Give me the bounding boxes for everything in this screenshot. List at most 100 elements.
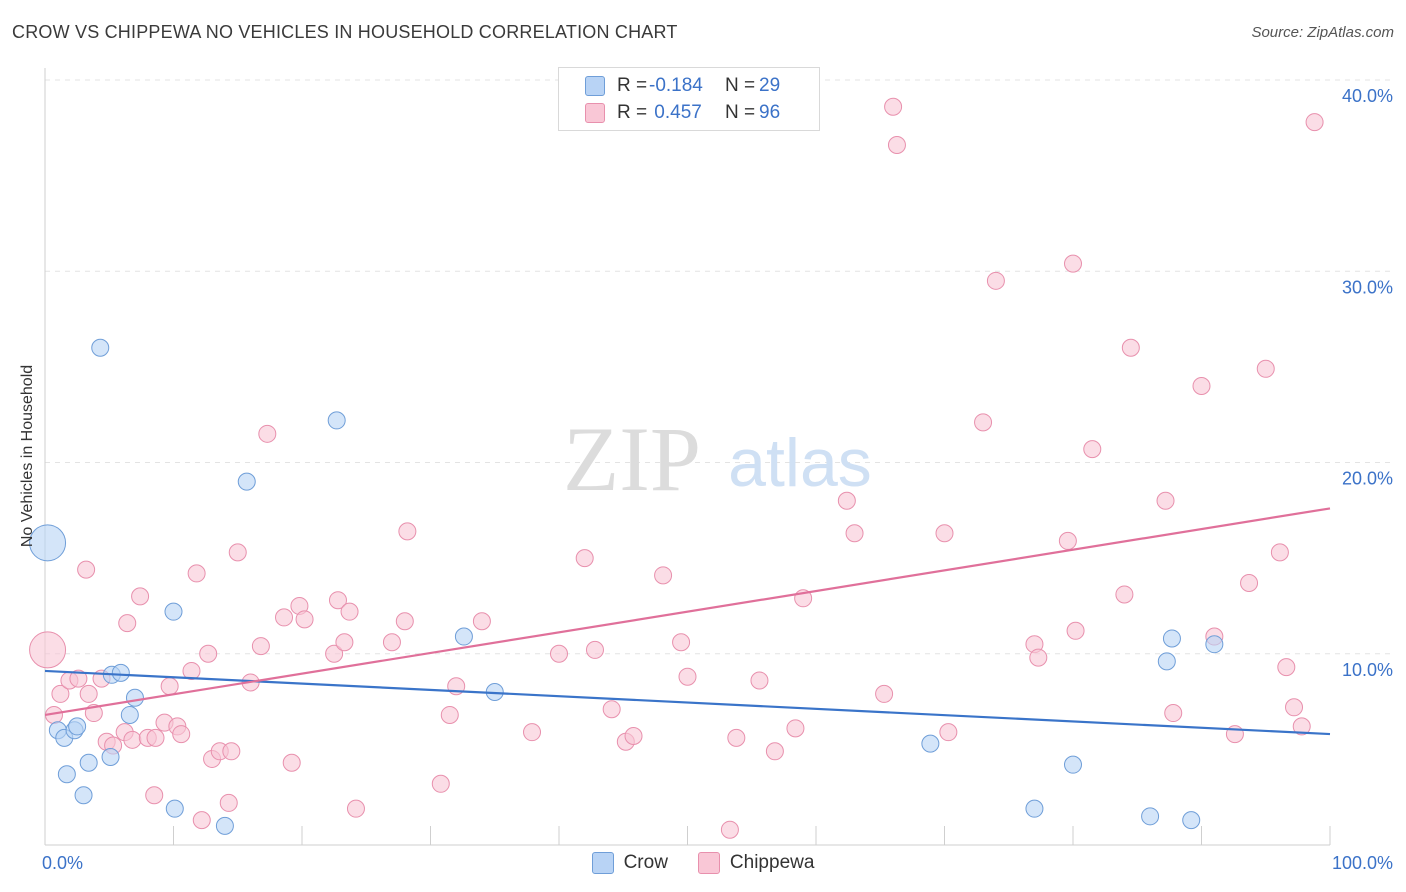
chippewa-point: [585, 640, 604, 659]
chippewa-point: [575, 549, 594, 568]
trend-layer: [44, 507, 1331, 736]
chippewa-point: [727, 728, 746, 747]
bottom-legend-swatch-chippewa: [697, 852, 720, 874]
chippewa-point: [837, 491, 856, 510]
chippewa-point: [219, 793, 238, 812]
chippewa-point: [199, 644, 218, 663]
x-tick-label: 0.0%: [42, 853, 83, 873]
chippewa-point: [750, 671, 769, 690]
chippewa-point: [431, 774, 450, 793]
watermark: ZIP atlas: [563, 408, 872, 510]
chippewa-point: [187, 564, 206, 583]
axis-layer: [44, 68, 1331, 846]
chippewa-point: [1064, 254, 1082, 273]
crow-point: [165, 799, 184, 818]
bottom-legend-swatch-crow: [591, 852, 614, 874]
crow-point: [57, 765, 76, 784]
crow-point: [1141, 807, 1160, 826]
chippewa-point: [1292, 717, 1311, 736]
chippewa-point: [602, 700, 621, 719]
chippewa-point: [523, 723, 542, 742]
chippewa-point: [79, 684, 98, 703]
chippewa-point: [786, 719, 805, 738]
chippewa-point: [172, 725, 191, 744]
grid-layer: [45, 79, 1392, 655]
chippewa-point: [192, 811, 211, 830]
chippewa-point: [228, 543, 247, 562]
crow-point: [1162, 629, 1181, 648]
chippewa-point: [398, 522, 417, 541]
chippewa-point: [440, 705, 459, 724]
chippewa-point: [678, 667, 697, 686]
chippewa-point: [340, 602, 359, 621]
chippewa-point: [845, 524, 864, 543]
chippewa-point: [335, 633, 354, 652]
legend-swatch-crow: [585, 76, 605, 96]
chippewa-point: [328, 591, 347, 610]
chart-title: CROW VS CHIPPEWA NO VEHICLES IN HOUSEHOL…: [12, 22, 678, 42]
chippewa-point: [275, 608, 294, 627]
chippewa-point: [258, 424, 277, 443]
chippewa-point: [222, 742, 241, 761]
chippewa-point: [1277, 658, 1296, 677]
chippewa-point: [1164, 704, 1183, 723]
chippewa-point: [1083, 440, 1102, 459]
chippewa-point: [282, 753, 301, 772]
tick-labels: 10.0% 20.0% 30.0% 40.0% 0.0% 100.0%: [42, 86, 1393, 873]
chippewa-point: [295, 610, 314, 629]
chippewa-point: [1305, 113, 1324, 132]
bottom-legend: Crow Chippewa: [0, 852, 1406, 874]
crow-point: [68, 717, 87, 736]
chippewa-point: [939, 723, 958, 742]
crow-point: [120, 705, 139, 724]
legend-row-crow: R = -0.184 N = 29: [585, 74, 780, 98]
chippewa-point: [145, 786, 164, 805]
chippewa-point: [1121, 338, 1140, 357]
legend-r-value: -0.184: [649, 75, 703, 96]
crow-point: [327, 411, 346, 430]
chippewa-point: [382, 633, 401, 652]
chippewa-point: [935, 524, 954, 543]
chippewa-point: [472, 612, 491, 631]
chippewa-point: [974, 413, 993, 432]
chippewa-point: [1156, 491, 1175, 510]
bottom-legend-label-chippewa: Chippewa: [729, 852, 815, 873]
crow-point: [29, 524, 67, 562]
crow-point: [74, 786, 93, 805]
chippewa-point: [131, 587, 150, 606]
y-tick-label: 10.0%: [1342, 660, 1393, 680]
y-tick-label: 30.0%: [1342, 277, 1393, 297]
chippewa-point: [1285, 698, 1304, 717]
bottom-legend-crow: Crow: [591, 852, 668, 874]
chippewa-point: [654, 566, 673, 585]
crow-point: [1064, 755, 1082, 774]
legend-row-chippewa: R = 0.457 N = 96: [585, 101, 780, 125]
crow-point: [237, 472, 256, 491]
legend-swatch-chippewa: [585, 103, 605, 123]
legend-n-label: N =: [725, 75, 756, 96]
y-axis-label: No Vehicles in Household: [19, 364, 36, 548]
crow-point: [164, 602, 183, 621]
chippewa-point: [123, 730, 142, 749]
chart-source: Source: ZipAtlas.com: [1251, 24, 1394, 41]
chippewa-point: [887, 136, 906, 155]
chippewa-point: [118, 614, 137, 633]
crow-point: [1025, 799, 1044, 818]
watermark-atlas: atlas: [728, 425, 872, 501]
crow-point: [125, 688, 144, 707]
crow-point: [1205, 635, 1224, 654]
chippewa-point: [182, 661, 201, 680]
chippewa-point: [1192, 377, 1211, 395]
crow-point: [215, 816, 234, 835]
legend-n-value: 96: [759, 102, 781, 123]
x-tick-label: 100.0%: [1332, 853, 1393, 873]
legend-r-value: 0.457: [649, 102, 702, 123]
chippewa-point: [146, 728, 165, 747]
chippewa-point: [29, 631, 67, 669]
chippewa-point: [1029, 648, 1048, 667]
chippewa-point: [550, 644, 568, 663]
legend-r-label: R =: [617, 102, 648, 123]
points-layer: [29, 97, 1324, 839]
legend-r-label: R =: [617, 75, 648, 96]
